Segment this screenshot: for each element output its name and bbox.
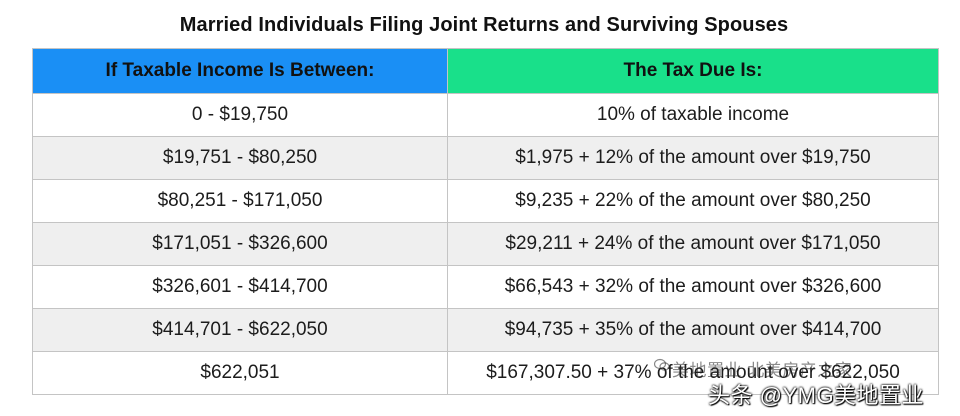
income-range-cell: $622,051 bbox=[32, 351, 448, 395]
tax-due-cell: 10% of taxable income bbox=[447, 93, 939, 137]
tax-due-cell: $66,543 + 32% of the amount over $326,60… bbox=[447, 265, 939, 309]
income-range-cell: $19,751 - $80,250 bbox=[32, 136, 448, 180]
table-title: Married Individuals Filing Joint Returns… bbox=[179, 14, 789, 36]
table-header-row: If Taxable Income Is Between: The Tax Du… bbox=[32, 48, 939, 94]
tax-due-cell: $9,235 + 22% of the amount over $80,250 bbox=[447, 179, 939, 223]
table-row: $414,701 - $622,050 $94,735 + 35% of the… bbox=[32, 308, 939, 352]
tax-due-cell: $1,975 + 12% of the amount over $19,750 bbox=[447, 136, 939, 180]
income-range-cell: $80,251 - $171,050 bbox=[32, 179, 448, 223]
table-row: $80,251 - $171,050 $9,235 + 22% of the a… bbox=[32, 179, 939, 223]
tax-due-cell: $29,211 + 24% of the amount over $171,05… bbox=[447, 222, 939, 266]
header-taxable-income: If Taxable Income Is Between: bbox=[32, 48, 448, 94]
income-range-cell: $414,701 - $622,050 bbox=[32, 308, 448, 352]
income-range-cell: $326,601 - $414,700 bbox=[32, 265, 448, 309]
tax-due-cell: $94,735 + 35% of the amount over $414,70… bbox=[447, 308, 939, 352]
table-row: 0 - $19,750 10% of taxable income bbox=[32, 93, 939, 137]
income-range-cell: $171,051 - $326,600 bbox=[32, 222, 448, 266]
table-row: $326,601 - $414,700 $66,543 + 32% of the… bbox=[32, 265, 939, 309]
header-tax-due: The Tax Due Is: bbox=[447, 48, 939, 94]
tax-due-cell: $167,307.50 + 37% of the amount over $62… bbox=[447, 351, 939, 395]
table-row: $19,751 - $80,250 $1,975 + 12% of the am… bbox=[32, 136, 939, 180]
tax-bracket-table: If Taxable Income Is Between: The Tax Du… bbox=[32, 48, 939, 395]
income-range-cell: 0 - $19,750 bbox=[32, 93, 448, 137]
table-row: $622,051 $167,307.50 + 37% of the amount… bbox=[32, 351, 939, 395]
table-row: $171,051 - $326,600 $29,211 + 24% of the… bbox=[32, 222, 939, 266]
